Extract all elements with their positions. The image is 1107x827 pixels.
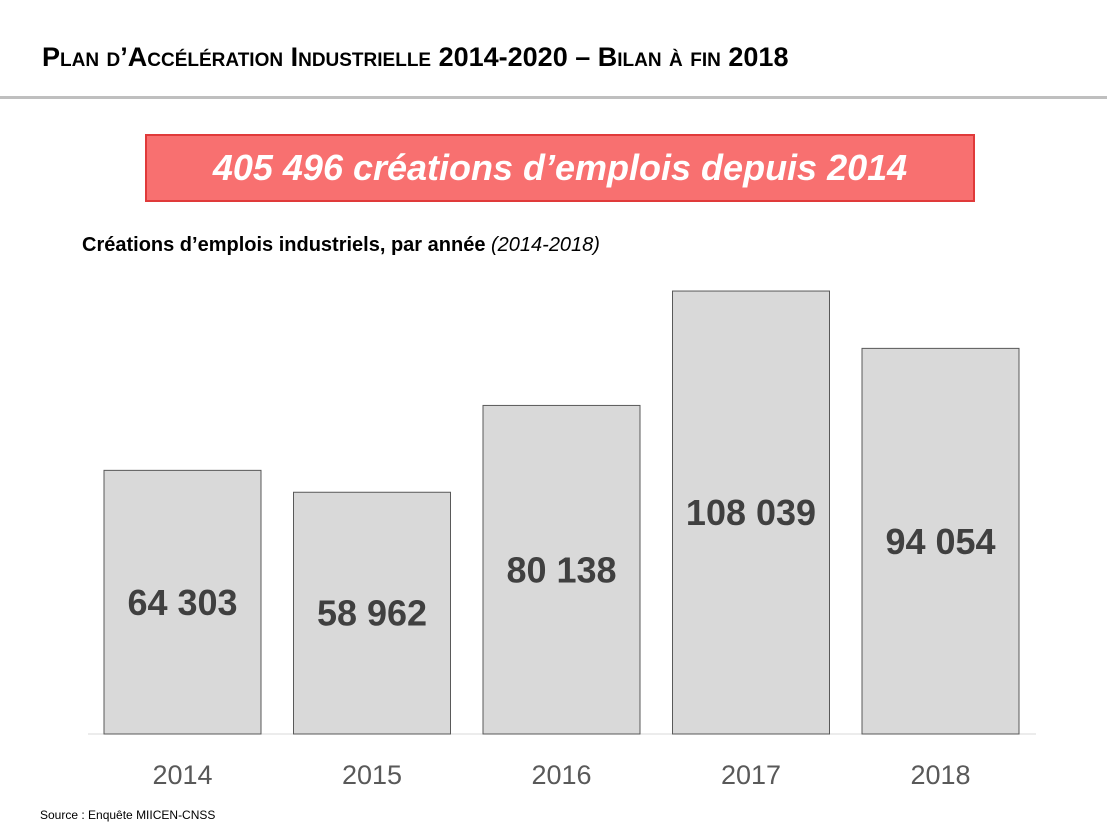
- source-note: Source : Enquête MIICEN-CNSS: [40, 808, 215, 822]
- x-tick-label: 2017: [721, 760, 781, 790]
- bar-value-label: 80 138: [506, 549, 616, 590]
- bar-value-label: 108 039: [686, 492, 816, 533]
- x-tick-label: 2014: [152, 760, 212, 790]
- bar-value-label: 64 303: [127, 582, 237, 623]
- bar-chart: 64 303 2014 58 962 2015 80 138 2016 108 039 201…: [0, 0, 1107, 827]
- x-tick-label: 2015: [342, 760, 402, 790]
- bar-value-label: 58 962: [317, 593, 427, 634]
- bar-value-label: 94 054: [885, 521, 995, 562]
- x-tick-label: 2016: [531, 760, 591, 790]
- x-tick-label: 2018: [910, 760, 970, 790]
